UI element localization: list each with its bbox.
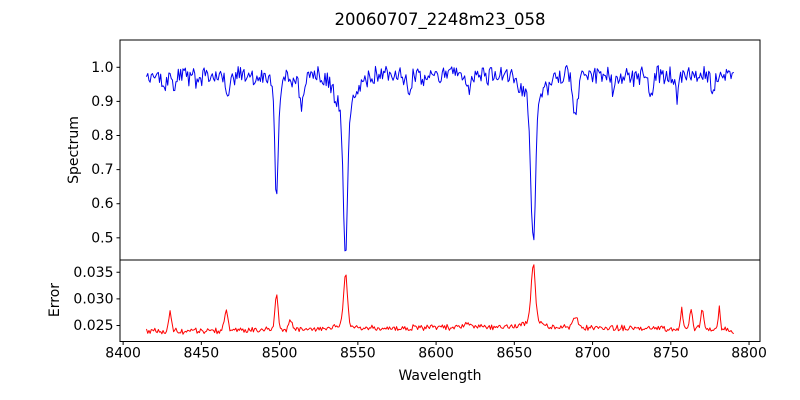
y-tick-label-spectrum: 0.7 — [91, 162, 113, 178]
x-tick-label: 8500 — [262, 346, 298, 362]
y-tick-label-error: 0.025 — [73, 318, 113, 334]
x-tick-label: 8650 — [497, 346, 533, 362]
y-tick-label-spectrum: 0.5 — [91, 230, 113, 246]
y-tick-label-error: 0.035 — [73, 265, 113, 281]
x-axis-label: Wavelength — [398, 368, 481, 384]
y-tick-label-spectrum: 0.8 — [91, 128, 113, 144]
x-tick-label: 8600 — [418, 346, 454, 362]
x-tick-label: 8700 — [575, 346, 611, 362]
error-panel-frame — [119, 259, 761, 342]
y-axis-label-spectrum: Spectrum — [66, 116, 82, 184]
y-tick-label-spectrum: 0.6 — [91, 196, 113, 212]
y-axis-label-error: Error — [47, 283, 63, 317]
chart-title: 20060707_2248m23_058 — [334, 10, 546, 29]
error-series-line — [146, 264, 734, 335]
x-tick-label: 8550 — [340, 346, 376, 362]
x-tick-label: 8800 — [731, 346, 767, 362]
y-tick-label-spectrum: 1.0 — [91, 60, 113, 76]
generated-ticks-and-series: 8400 8450 8500 8550 8600 8650 8700 8750 8800 0.5 0… — [73, 60, 766, 362]
x-tick-label: 8450 — [184, 346, 220, 362]
spectrum-series-line — [146, 64, 734, 252]
y-tick-label-spectrum: 0.9 — [91, 94, 113, 110]
x-tick-label: 8400 — [105, 346, 141, 362]
x-tick-label: 8750 — [653, 346, 689, 362]
y-tick-label-error: 0.030 — [73, 291, 113, 307]
